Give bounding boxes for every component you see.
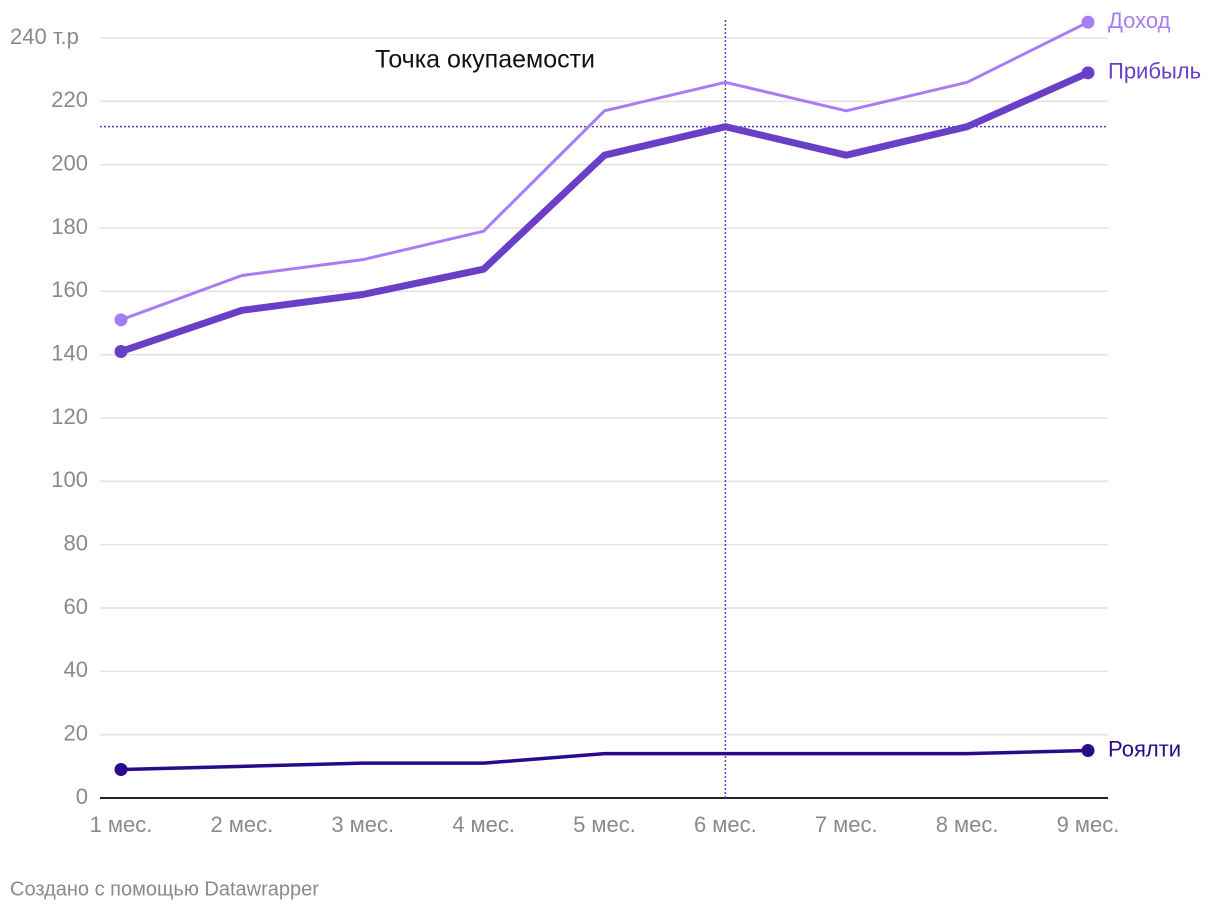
y-tick-label: 60	[64, 594, 88, 619]
x-tick-label: 9 мес.	[1057, 812, 1120, 837]
series-line	[120, 20, 1089, 322]
x-tick-label: 7 мес.	[815, 812, 878, 837]
x-tick-label: 5 мес.	[573, 812, 636, 837]
y-tick-label: 0	[76, 784, 88, 809]
y-tick-label: 160	[51, 277, 88, 302]
y-tick-label: 220	[51, 87, 88, 112]
y-tick-label: 240 т.р	[10, 24, 79, 49]
series-label: Доход	[1108, 8, 1171, 33]
x-tick-label: 1 мес.	[90, 812, 153, 837]
series-label: Роялти	[1108, 736, 1181, 761]
x-tick-label: 6 мес.	[694, 812, 757, 837]
y-tick-label: 140	[51, 340, 88, 365]
series-label: Прибыль	[1108, 59, 1201, 84]
annotation: Точка окупаемости	[375, 46, 595, 74]
footer: Создано с помощью Datawrapper	[10, 878, 319, 900]
point	[114, 345, 128, 358]
series-line	[119, 69, 1090, 355]
y-tick-label: 100	[51, 467, 88, 492]
x-tick-label: 3 мес.	[331, 812, 394, 837]
y-tick-label: 200	[51, 150, 88, 175]
point	[114, 763, 128, 776]
point	[114, 313, 128, 327]
point	[1081, 15, 1095, 29]
x-tick-label: 2 мес.	[210, 812, 273, 837]
y-tick-label: 40	[64, 657, 88, 682]
series-line	[120, 748, 1089, 772]
point	[1081, 744, 1095, 757]
x-tick-label: 8 мес.	[936, 812, 999, 837]
y-tick-label: 20	[64, 720, 88, 745]
x-tick-label: 4 мес.	[452, 812, 515, 837]
y-tick-label: 180	[51, 214, 88, 239]
y-tick-label: 120	[51, 404, 88, 429]
y-tick-label: 80	[64, 530, 88, 555]
point	[1081, 66, 1095, 80]
